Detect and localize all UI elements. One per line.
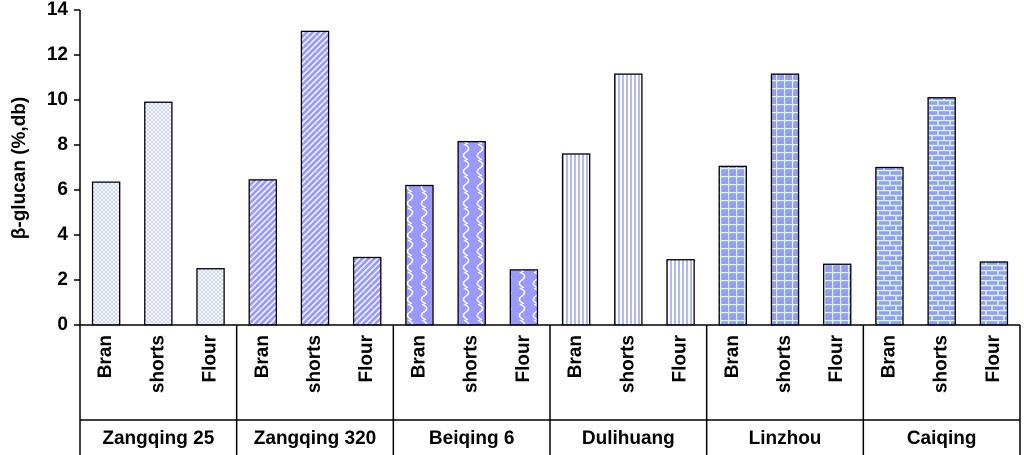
y-tick-label: 2 [57,269,68,290]
x-tick-label: shorts [931,335,952,393]
y-tick-label: 8 [57,134,68,155]
bar-pattern [718,165,748,326]
x-tick-label: shorts [147,335,168,393]
x-tick-label: Flour [513,334,534,382]
bar-pattern [770,73,800,326]
x-tick-label: Flour [983,334,1004,382]
bar-pattern [352,256,382,326]
bar-pattern [91,181,121,326]
y-tick-label: 12 [47,44,68,65]
group-label: Dulihuang [582,428,675,449]
y-tick-label: 6 [57,179,68,200]
x-tick-label: Bran [565,335,586,378]
group-label: Zangqing 320 [254,428,376,449]
bar-pattern [927,97,956,326]
bar-pattern [614,73,643,326]
y-tick-label: 0 [57,314,68,335]
group-label: Linzhou [749,428,822,449]
x-tick-label: Bran [95,335,116,378]
x-tick-label: Flour [200,334,221,382]
group-label: Zangqing 25 [102,428,214,449]
bar-pattern [666,259,695,326]
bar-pattern [561,153,591,326]
bar-pattern [300,30,330,326]
y-axis-label: β-glucan (%,db) [9,97,30,239]
bar-pattern [405,184,434,326]
bar-pattern [196,268,225,326]
x-tick-label: Flour [670,334,691,382]
bar-pattern [144,101,173,326]
bar-pattern [875,166,904,326]
x-tick-label: Bran [408,335,429,378]
x-tick-label: shorts [304,335,325,393]
bar-pattern [979,261,1009,326]
bar-pattern [509,269,539,326]
x-tick-label: Flour [826,334,847,382]
bar-pattern [248,179,278,326]
group-label: Caiqing [907,428,977,449]
x-tick-label: shorts [461,335,482,393]
x-tick-label: shorts [774,335,795,393]
x-tick-label: Bran [878,335,899,378]
x-tick-label: Flour [356,334,377,382]
bar-pattern [457,140,486,326]
bar-pattern [822,263,852,326]
group-label: Beiqing 6 [429,428,515,449]
x-tick-label: Bran [252,335,273,378]
y-tick-label: 14 [47,0,69,20]
x-tick-label: shorts [617,335,638,393]
y-tick-label: 4 [57,224,68,245]
y-tick-label: 10 [47,89,68,110]
x-tick-label: Bran [722,335,743,378]
